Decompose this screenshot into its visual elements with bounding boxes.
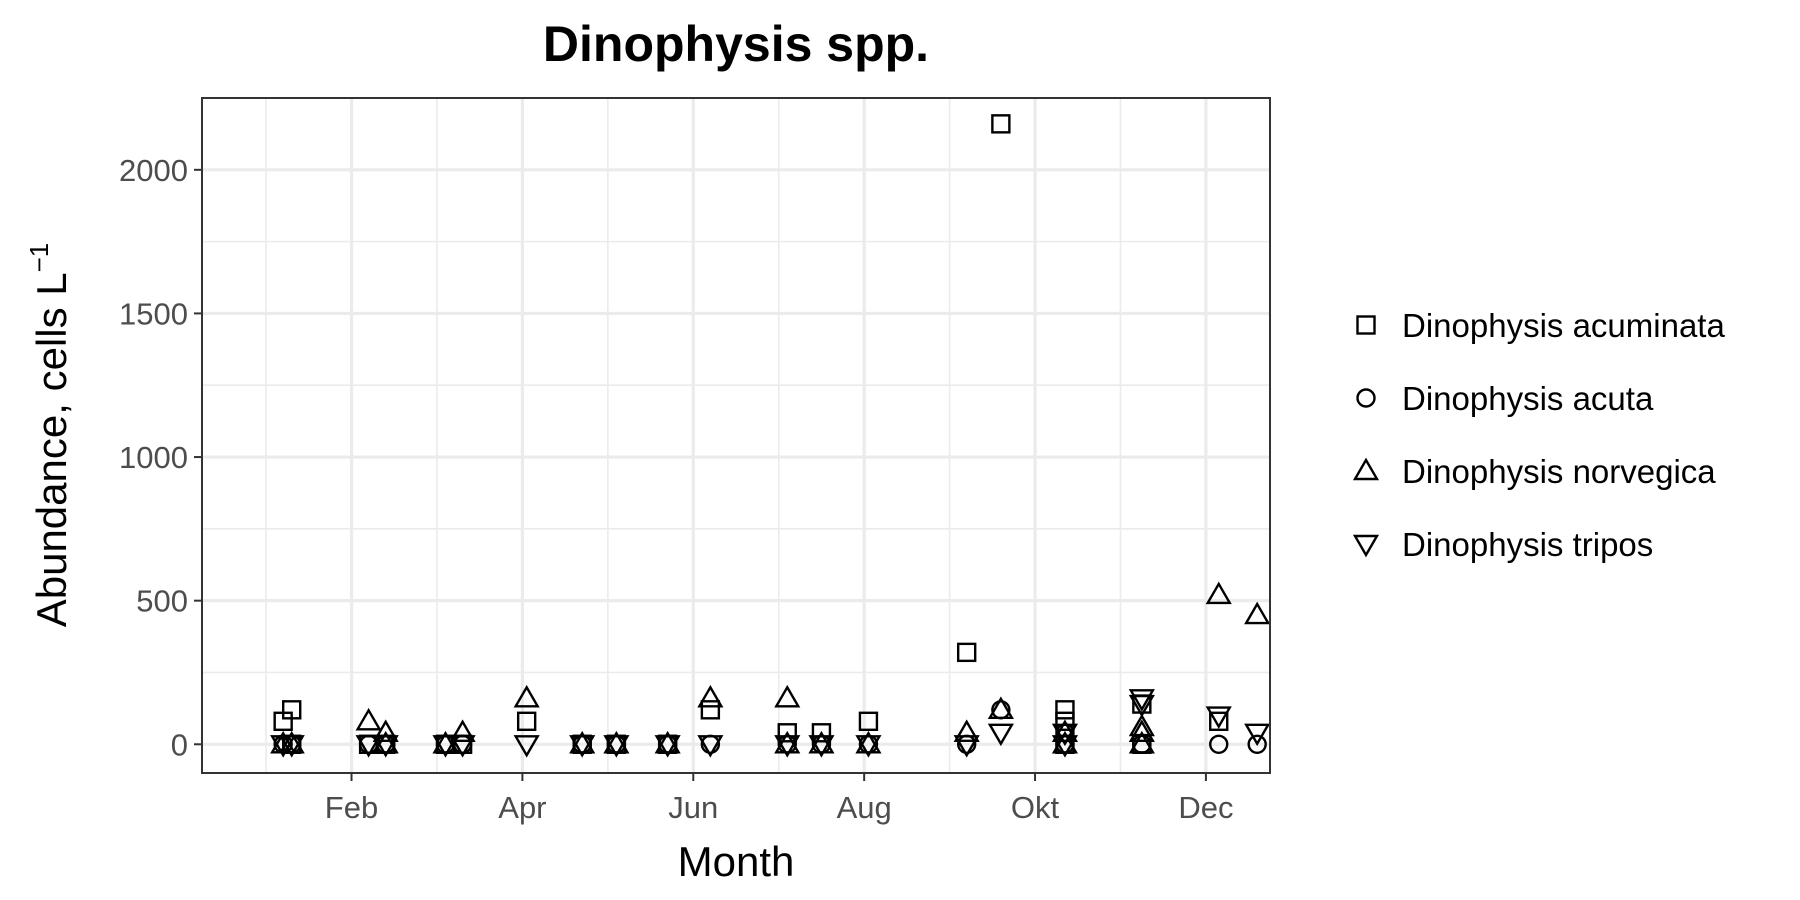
data-point-triangle-down xyxy=(1128,694,1155,718)
data-point-triangle-down xyxy=(987,723,1014,747)
data-point-triangle-down xyxy=(513,735,540,758)
data-point-square xyxy=(700,700,721,720)
data-point-triangle-up xyxy=(697,684,724,708)
data-point-triangle-down xyxy=(278,735,305,758)
data-point-square xyxy=(516,711,537,731)
data-point-triangle-down xyxy=(654,735,681,758)
data-points xyxy=(270,114,1271,758)
data-point-circle xyxy=(1247,734,1267,754)
data-point-triangle-down xyxy=(1051,735,1079,758)
plot-background xyxy=(202,98,1270,773)
legend-label: Dinophysis acuta xyxy=(1402,380,1654,417)
y-tick-label: 500 xyxy=(136,584,188,619)
data-point-triangle-down xyxy=(432,735,459,758)
data-point-triangle-up xyxy=(855,730,882,754)
legend-item: Dinophysis acuta xyxy=(1356,380,1654,417)
x-tick-label: Jun xyxy=(668,790,718,825)
data-point-triangle-down xyxy=(449,735,476,758)
data-point-triangle-up xyxy=(808,730,835,754)
data-point-triangle-down xyxy=(569,735,596,758)
legend-key-triangle-up xyxy=(1352,457,1380,481)
data-point-triangle-up xyxy=(1128,719,1155,742)
data-point-triangle-down xyxy=(697,735,724,758)
y-tick-label: 1000 xyxy=(119,440,188,475)
data-point-triangle-down xyxy=(603,735,630,758)
data-point-triangle-up xyxy=(355,707,382,731)
data-point-circle xyxy=(1209,734,1229,754)
x-tick-label: Apr xyxy=(498,790,546,825)
data-point-triangle-up xyxy=(278,730,305,754)
data-point-triangle-up xyxy=(987,696,1014,720)
data-point-triangle-up xyxy=(372,719,399,742)
data-point-triangle-up xyxy=(1244,601,1271,625)
data-point-triangle-down xyxy=(1128,689,1155,712)
data-point-triangle-down xyxy=(855,735,882,758)
data-point-square xyxy=(1055,700,1075,720)
x-tick-label: Aug xyxy=(837,790,892,825)
y-tick-label: 1500 xyxy=(119,296,188,331)
legend-label: Dinophysis tripos xyxy=(1402,526,1653,563)
data-point-triangle-down xyxy=(372,735,399,758)
data-point-square xyxy=(811,723,832,743)
data-point-square xyxy=(1055,711,1075,731)
grid xyxy=(202,98,1270,773)
data-point-triangle-down xyxy=(355,735,382,758)
legend-key-circle xyxy=(1356,388,1376,408)
data-point-triangle-up xyxy=(654,730,681,754)
legend-item: Dinophysis tripos xyxy=(1352,526,1653,563)
plot-panel xyxy=(202,98,1270,773)
data-point-triangle-down xyxy=(953,735,980,758)
y-axis-label-main: Abundance, cells L xyxy=(28,272,75,627)
y-tick-label: 2000 xyxy=(119,153,188,188)
data-point-triangle-up xyxy=(1051,730,1079,754)
data-point-triangle-up xyxy=(1128,730,1155,754)
data-point-square xyxy=(777,723,797,743)
data-point-square xyxy=(1209,711,1229,731)
svg-text:Abundance, cells L−1: Abundance, cells L−1 xyxy=(24,243,75,628)
data-point-triangle-up xyxy=(372,730,399,754)
data-point-triangle-up xyxy=(774,730,801,754)
chart-title: Dinophysis spp. xyxy=(543,16,929,72)
data-point-triangle-down xyxy=(1244,723,1271,747)
data-point-triangle-down xyxy=(1205,706,1232,729)
legend-key-triangle-down xyxy=(1352,534,1380,558)
legend-item: Dinophysis norvegica xyxy=(1352,453,1716,490)
x-axis-label: Month xyxy=(678,838,795,885)
data-point-triangle-up xyxy=(774,684,801,708)
axis-ticks: 0 500 1000 1500 2000 Feb Apr Jun Aug Okt Dec xyxy=(119,153,1233,825)
data-point-triangle-down xyxy=(1051,723,1079,747)
data-point-triangle-up xyxy=(569,730,596,754)
data-point-square xyxy=(991,114,1011,134)
y-axis-label-superscript: −1 xyxy=(24,243,54,273)
data-point-square xyxy=(282,700,302,720)
data-point-triangle-up xyxy=(432,730,459,754)
data-point-triangle-up xyxy=(513,684,540,708)
legend-label: Dinophysis norvegica xyxy=(1402,453,1716,490)
x-tick-label: Feb xyxy=(325,790,378,825)
legend-key-square xyxy=(1356,315,1376,335)
legend: Dinophysis acuminata Dinophysis acuta Dino… xyxy=(1352,307,1725,563)
data-point-triangle-down xyxy=(808,735,835,758)
data-point-triangle-up xyxy=(449,719,476,742)
data-point-triangle-up xyxy=(603,730,630,754)
data-point-triangle-down xyxy=(774,735,801,758)
plot-border xyxy=(201,97,1271,774)
y-axis-label: Abundance, cells L−1 xyxy=(24,243,75,628)
data-point-triangle-up xyxy=(1205,581,1232,605)
data-point-square xyxy=(858,711,879,731)
data-point-triangle-up xyxy=(953,719,980,742)
data-point-square xyxy=(956,642,977,663)
data-point-triangle-up xyxy=(1051,719,1079,742)
legend-label: Dinophysis acuminata xyxy=(1402,307,1725,344)
y-tick-label: 0 xyxy=(171,727,188,762)
x-tick-label: Dec xyxy=(1178,790,1233,825)
legend-item: Dinophysis acuminata xyxy=(1356,307,1725,344)
x-tick-label: Okt xyxy=(1011,790,1060,825)
